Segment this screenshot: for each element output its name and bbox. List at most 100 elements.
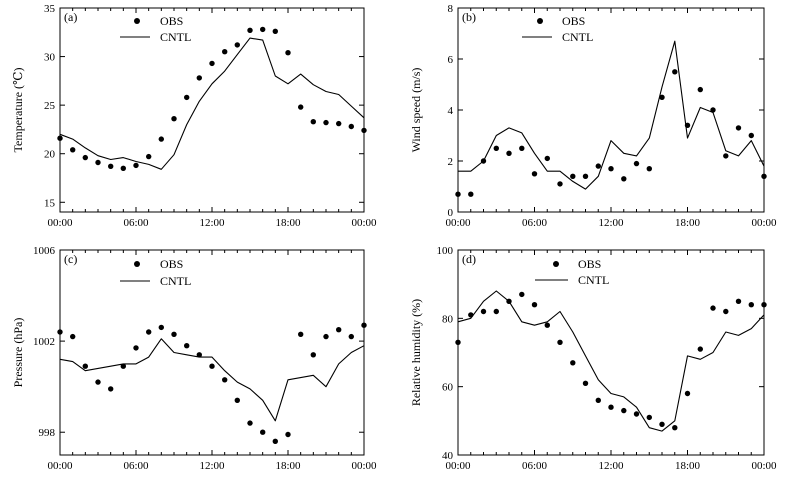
obs-point <box>468 191 474 197</box>
y-tick-label: 4 <box>448 105 454 117</box>
obs-point <box>544 155 550 162</box>
obs-point <box>82 363 89 369</box>
plot-frame <box>59 249 365 456</box>
obs-point <box>171 331 177 337</box>
obs-point <box>158 136 164 142</box>
obs-point <box>336 120 342 127</box>
obs-point <box>646 414 652 421</box>
obs-point <box>723 308 729 315</box>
obs-point <box>70 147 76 153</box>
x-tick-label: 00:00 <box>751 460 777 472</box>
legend-cntl-label: CNTL <box>160 30 191 44</box>
obs-point <box>285 50 291 56</box>
obs-point <box>95 379 101 385</box>
obs-point <box>697 346 703 352</box>
x-tick-label: 06:00 <box>123 460 149 472</box>
y-tick-label: 1002 <box>33 336 55 348</box>
legend-obs-label: OBS <box>160 14 183 28</box>
obs-point <box>748 302 754 308</box>
obs-point <box>348 123 354 130</box>
obs-point <box>697 86 703 93</box>
obs-point <box>108 163 114 169</box>
obs-point <box>247 27 253 33</box>
x-tick-label: 00:00 <box>351 217 377 229</box>
x-tick-label: 00:00 <box>445 460 471 472</box>
y-tick-label: 998 <box>39 427 56 439</box>
obs-point <box>285 431 291 438</box>
obs-point <box>298 104 304 110</box>
obs-point <box>723 153 729 159</box>
x-tick-label: 12:00 <box>598 217 624 229</box>
obs-point <box>710 305 716 311</box>
legend-obs-label: OBS <box>160 257 183 271</box>
x-tick-label: 12:00 <box>199 460 225 472</box>
obs-point <box>480 308 487 315</box>
obs-point <box>633 411 640 417</box>
obs-point <box>171 116 177 122</box>
obs-point <box>120 363 127 369</box>
obs-point <box>455 339 461 345</box>
x-tick-label: 00:00 <box>47 217 73 229</box>
obs-point <box>184 94 190 101</box>
obs-point <box>570 360 576 366</box>
obs-point <box>633 160 640 167</box>
obs-point <box>672 425 678 431</box>
obs-point <box>310 119 316 125</box>
obs-point <box>557 181 563 187</box>
obs-point <box>659 94 665 101</box>
obs-point <box>710 107 716 113</box>
obs-point <box>544 322 550 328</box>
obs-point <box>621 407 627 414</box>
panel-label: (d) <box>462 252 476 266</box>
legend-obs-marker <box>134 18 140 24</box>
plot-frame <box>457 249 765 456</box>
panel-a: 00:00 06:00 12:00 18:00 00:00 15 20 25 30 35 Tempe… <box>11 3 377 229</box>
obs-point <box>272 28 278 34</box>
y-tick-label: 0 <box>448 207 454 219</box>
x-tick-label: 00:00 <box>445 217 471 229</box>
obs-point <box>209 363 215 369</box>
obs-point <box>735 125 742 131</box>
x-tick-label: 00:00 <box>751 217 777 229</box>
obs-point <box>133 345 139 351</box>
obs-point <box>57 135 63 141</box>
plot-frame <box>457 7 765 213</box>
obs-point <box>761 173 767 179</box>
y-axis-label: Pressure (hPa) <box>11 318 25 388</box>
y-axis-label: Relative humidity (%) <box>409 299 423 406</box>
panel-c: 00:00 06:00 12:00 18:00 00:00 998 1002 1006 Pres… <box>11 245 377 472</box>
x-tick-label: 18:00 <box>675 217 701 229</box>
obs-point <box>455 191 461 197</box>
obs-point <box>531 171 538 177</box>
cntl-series-line <box>458 40 765 190</box>
legend-obs-marker <box>553 261 559 267</box>
obs-point <box>82 154 89 161</box>
cntl-series-line <box>59 338 365 422</box>
y-tick-label: 2 <box>448 156 454 168</box>
obs-point <box>234 42 240 48</box>
obs-point <box>493 145 499 151</box>
x-tick-label: 06:00 <box>522 217 548 229</box>
y-axis-label: Temperature (℃) <box>11 68 25 153</box>
y-axis-label: Wind speed (m/s) <box>409 68 423 153</box>
obs-point <box>222 49 228 55</box>
x-tick-label: 00:00 <box>47 460 73 472</box>
y-tick-label: 35 <box>44 3 56 15</box>
x-tick-label: 18:00 <box>275 217 301 229</box>
obs-point <box>761 302 767 308</box>
obs-point <box>608 404 614 410</box>
obs-point <box>557 339 563 345</box>
y-tick-label: 8 <box>448 3 454 15</box>
x-tick-label: 18:00 <box>275 460 301 472</box>
obs-point <box>582 173 589 179</box>
y-tick-label: 80 <box>442 313 454 325</box>
cntl-series-line <box>59 37 365 170</box>
obs-point <box>570 173 576 179</box>
obs-point <box>247 420 253 426</box>
obs-point <box>222 377 228 383</box>
x-tick-label: 00:00 <box>351 460 377 472</box>
obs-point <box>582 380 589 386</box>
obs-point <box>298 331 304 337</box>
